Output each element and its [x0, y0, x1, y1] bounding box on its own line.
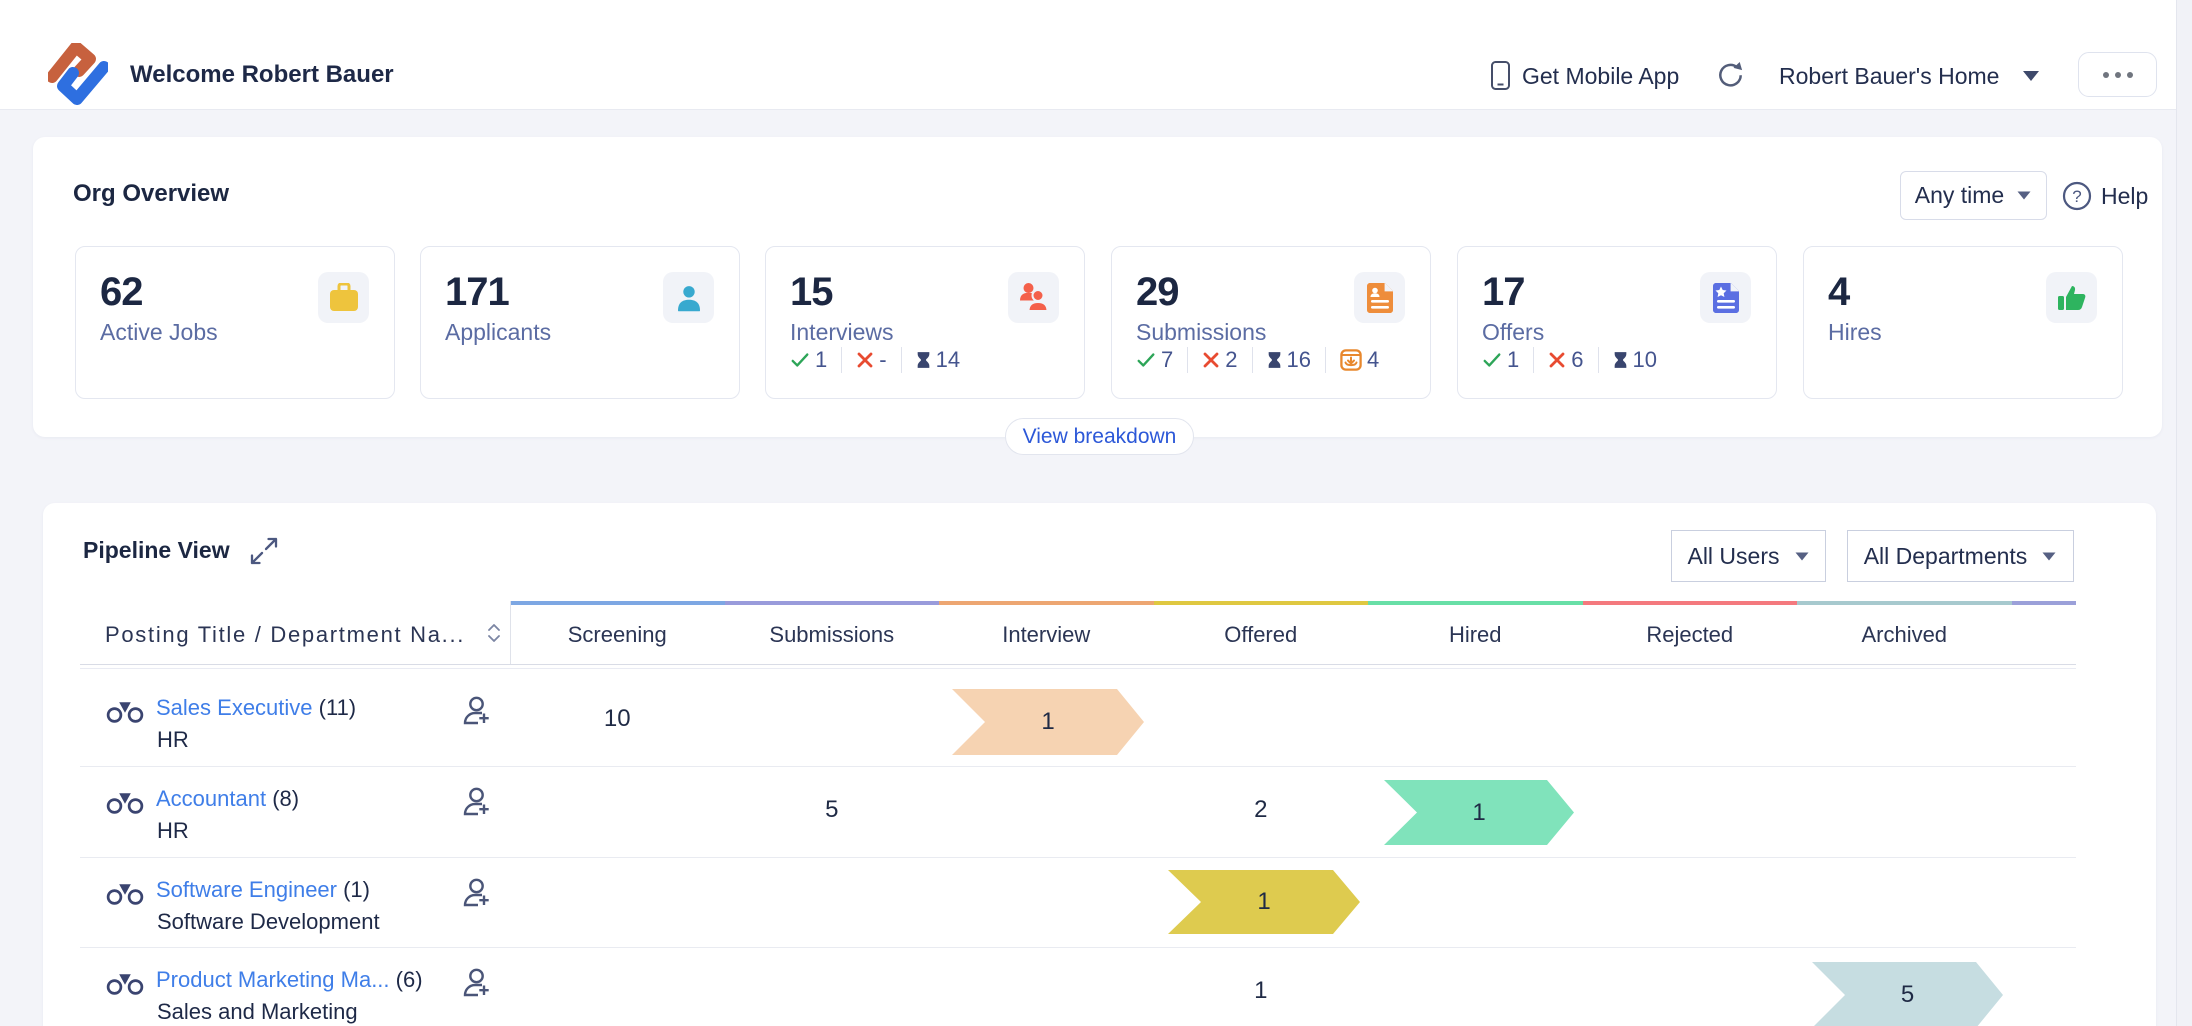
- svg-text:?: ?: [2072, 187, 2081, 206]
